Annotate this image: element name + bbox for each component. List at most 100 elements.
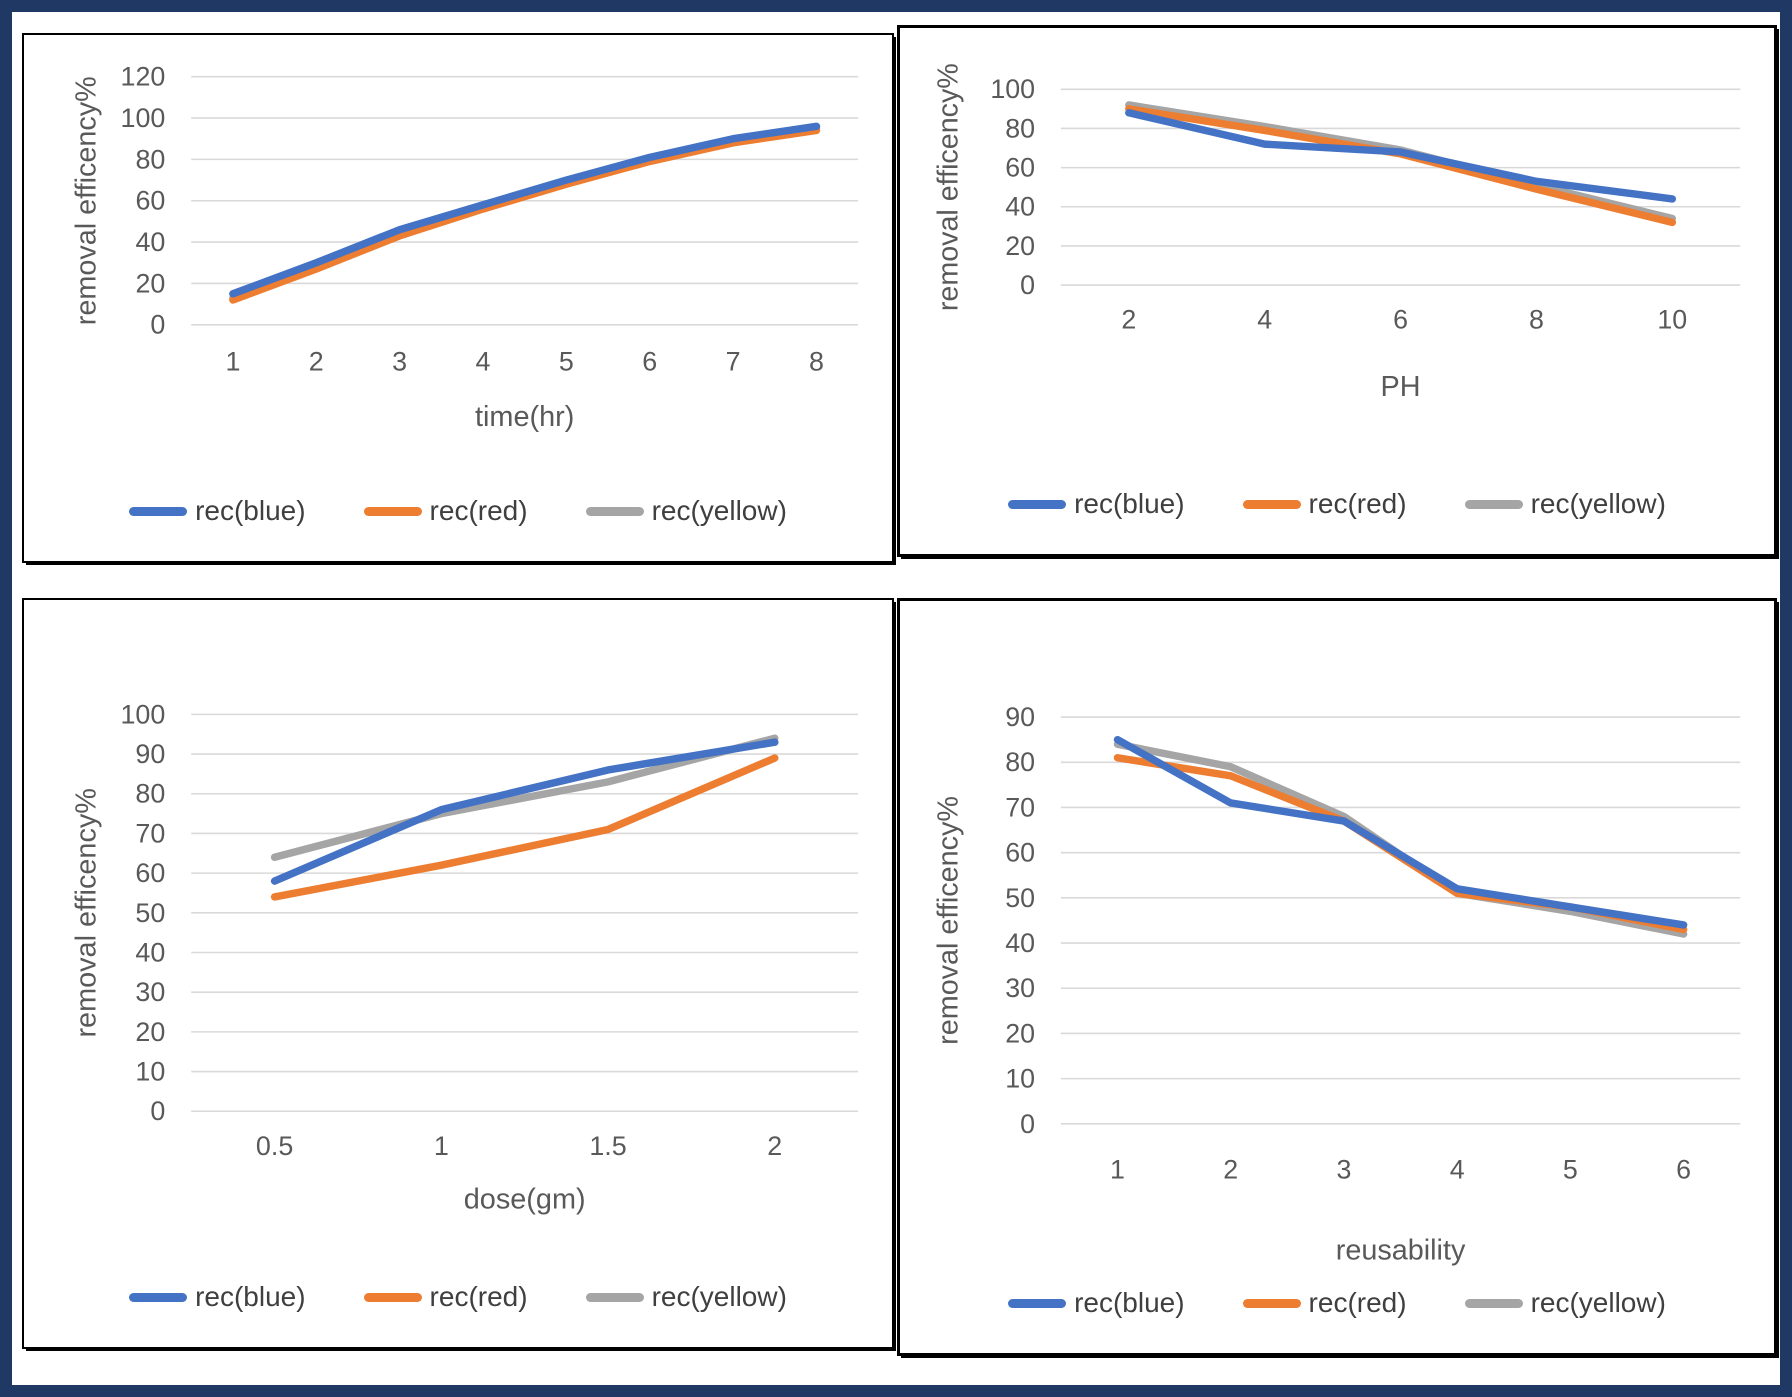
line-chart-time: 0 20 40 60 80 100 120 1 2 3 4 5 6 7 8 time(hr) removal e…: [71, 62, 859, 433]
legend-item-recblue: rec(blue): [1008, 488, 1185, 520]
x-tick-label: 4: [476, 346, 491, 376]
y-axis-title: removal efficency%: [71, 788, 103, 1037]
y-tick-label: 0: [1020, 1109, 1035, 1139]
y-tick-label: 20: [1005, 231, 1035, 261]
y-tick-label: 30: [135, 977, 165, 1007]
y-tick-label: 90: [1005, 702, 1035, 732]
y-tick-label: 80: [135, 144, 165, 174]
x-tick-label: 4: [1450, 1154, 1465, 1184]
legend-item-recred: rec(red): [1242, 488, 1407, 520]
x-tick-label: 1: [1110, 1154, 1125, 1184]
x-tick-label: 7: [726, 346, 741, 376]
x-tick-label: 1.5: [589, 1131, 626, 1161]
y-tick-label: 100: [990, 74, 1035, 104]
legend-swatch-icon: [585, 506, 644, 516]
y-tick-label: 10: [135, 1057, 165, 1087]
legend-label: rec(yellow): [651, 495, 787, 526]
legend-label: rec(blue): [1074, 1287, 1185, 1318]
y-tick-label: 10: [1005, 1064, 1035, 1094]
x-tick-label: 6: [1393, 305, 1408, 335]
legend-label: rec(red): [429, 1281, 528, 1312]
legend-item-recred: rec(red): [363, 1281, 528, 1313]
y-tick-label: 100: [121, 103, 166, 133]
legend-item-recblue: rec(blue): [1008, 1287, 1185, 1319]
y-tick-label: 80: [1005, 113, 1035, 143]
y-tick-label: 40: [1005, 928, 1035, 958]
y-tick-label: 80: [135, 779, 165, 809]
y-axis-title: removal efficency%: [71, 76, 103, 325]
legend-item-recyellow: rec(yellow): [1464, 488, 1666, 520]
series-line-recred: [229, 126, 821, 304]
y-axis-title: removal efficency%: [933, 796, 965, 1045]
y-tick-label: 60: [1005, 153, 1035, 183]
y-tick-label: 50: [135, 898, 165, 928]
legend-label: rec(yellow): [651, 1281, 787, 1312]
chart-panel-dose: 0 10 20 30 40 50 60 70 80 90 100 0.5 1 1.5 2 dose(gm) re…: [22, 598, 894, 1349]
legend-swatch-icon: [129, 1292, 188, 1302]
x-tick-label: 5: [1563, 1154, 1578, 1184]
legend-swatch-icon: [1242, 1298, 1301, 1308]
legend-label: rec(yellow): [1530, 488, 1666, 519]
legend-swatch-icon: [1464, 1298, 1523, 1308]
chart-legend-reusability: rec(blue) rec(red) rec(yellow): [900, 1279, 1774, 1327]
line-chart-ph: 0 20 40 60 80 100 2 4 6 8 10 PH removal efficency%: [933, 63, 1741, 403]
x-tick-label: 2: [767, 1131, 782, 1161]
chart-legend-ph: rec(blue) rec(red) rec(yellow): [900, 480, 1774, 528]
chart-panel-ph: 0 20 40 60 80 100 2 4 6 8 10 PH removal efficency% r…: [897, 25, 1777, 557]
x-tick-label: 1: [434, 1131, 449, 1161]
y-tick-label: 20: [1005, 1018, 1035, 1048]
x-tick-label: 5: [559, 346, 574, 376]
legend-label: rec(red): [429, 495, 528, 526]
legend-swatch-icon: [1008, 499, 1067, 509]
y-tick-label: 60: [135, 858, 165, 888]
legend-swatch-icon: [1008, 1298, 1067, 1308]
y-axis-title: removal efficency%: [933, 63, 965, 311]
y-tick-label: 20: [135, 1017, 165, 1047]
legend-item-recred: rec(red): [363, 495, 528, 527]
y-tick-label: 0: [150, 310, 165, 340]
x-axis-title: PH: [1381, 371, 1421, 403]
y-tick-label: 50: [1005, 883, 1035, 913]
y-tick-label: 80: [1005, 747, 1035, 777]
x-tick-label: 3: [1336, 1154, 1351, 1184]
legend-label: rec(blue): [1074, 488, 1185, 519]
y-tick-label: 40: [135, 937, 165, 967]
legend-item-recblue: rec(blue): [129, 1281, 306, 1313]
y-tick-label: 60: [135, 186, 165, 216]
x-axis-title: dose(gm): [464, 1184, 586, 1216]
legend-label: rec(yellow): [1530, 1287, 1666, 1318]
x-tick-label: 2: [1121, 305, 1136, 335]
x-tick-label: 1: [225, 346, 240, 376]
legend-swatch-icon: [1242, 499, 1301, 509]
legend-item-recyellow: rec(yellow): [585, 1281, 787, 1313]
chart-legend-dose: rec(blue) rec(red) rec(yellow): [24, 1273, 892, 1321]
legend-label: rec(blue): [195, 495, 306, 526]
x-tick-label: 8: [1529, 305, 1544, 335]
line-chart-reusability: 0 10 20 30 40 50 60 70 80 90 1 2 3 4 5 6 reusability remo…: [933, 702, 1741, 1267]
legend-item-recyellow: rec(yellow): [585, 495, 787, 527]
y-tick-label: 120: [121, 62, 166, 92]
legend-item-recyellow: rec(yellow): [1464, 1287, 1666, 1319]
series-line-recblue: [229, 122, 821, 298]
chart-panel-time: 0 20 40 60 80 100 120 1 2 3 4 5 6 7 8 time(hr) removal e…: [22, 33, 894, 563]
y-tick-label: 70: [1005, 792, 1035, 822]
x-tick-label: 4: [1257, 305, 1272, 335]
y-tick-label: 60: [1005, 838, 1035, 868]
legend-label: rec(red): [1308, 488, 1407, 519]
series-line-recblue: [270, 738, 779, 885]
x-tick-label: 3: [392, 346, 407, 376]
chart-panel-reusability: 0 10 20 30 40 50 60 70 80 90 1 2 3 4 5 6 reusability remo…: [897, 598, 1777, 1356]
x-tick-label: 8: [809, 346, 824, 376]
legend-swatch-icon: [129, 506, 188, 516]
y-tick-label: 20: [135, 268, 165, 298]
series-line-recred: [1125, 105, 1677, 227]
legend-item-recred: rec(red): [1242, 1287, 1407, 1319]
x-tick-label: 6: [1676, 1154, 1691, 1184]
legend-label: rec(red): [1308, 1287, 1407, 1318]
x-tick-label: 6: [642, 346, 657, 376]
y-tick-label: 0: [1020, 270, 1035, 300]
x-axis-title: time(hr): [475, 401, 574, 433]
x-tick-label: 0.5: [256, 1131, 293, 1161]
legend-swatch-icon: [585, 1292, 644, 1302]
